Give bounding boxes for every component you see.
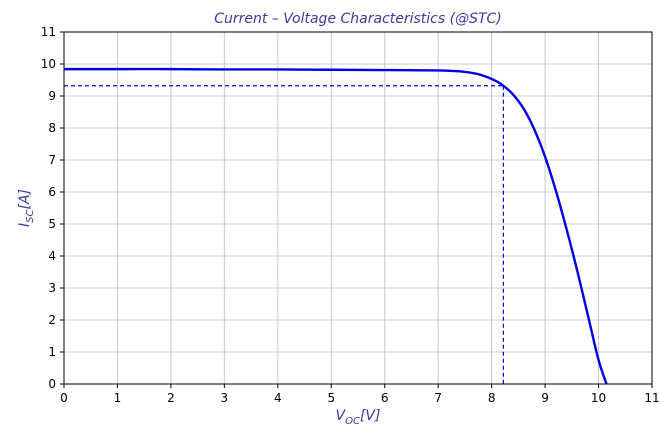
y-tick-label: 1 — [48, 345, 56, 359]
y-tick-label: 11 — [41, 25, 56, 39]
x-tick-label: 7 — [434, 391, 442, 405]
series-group — [63, 67, 608, 385]
y-tick-label: 5 — [48, 217, 56, 231]
chart-title: Current – Voltage Characteristics (@STC) — [214, 11, 502, 27]
x-tick-label: 0 — [60, 391, 68, 405]
x-tick-label: 4 — [274, 391, 282, 405]
x-tick-label: 2 — [167, 391, 175, 405]
y-axis-ticks: 0 1 2 3 4 5 6 7 8 9 10 11 — [41, 25, 64, 391]
x-tick-label: 5 — [327, 391, 335, 405]
grid-lines — [63, 31, 653, 385]
mpp-guide-lines — [64, 85, 504, 384]
x-tick-label: 9 — [541, 391, 549, 405]
y-tick-label: 4 — [48, 249, 56, 263]
y-tick-label: 6 — [48, 185, 56, 199]
x-tick-label: 3 — [221, 391, 229, 405]
x-axis-ticks: 0 1 2 3 4 5 6 7 8 9 10 11 — [60, 384, 659, 405]
plot-frame — [63, 31, 653, 385]
y-axis-label: ISC[A] — [17, 189, 36, 227]
y-tick-label: 2 — [48, 313, 56, 327]
x-tick-label: 8 — [488, 391, 496, 405]
y-tick-label: 7 — [48, 153, 56, 167]
x-tick-label: 6 — [381, 391, 389, 405]
y-tick-label: 8 — [48, 121, 56, 135]
x-axis-label: VOC[V] — [336, 408, 381, 427]
x-tick-label: 11 — [644, 391, 659, 405]
x-tick-label: 10 — [591, 391, 606, 405]
x-tick-label: 1 — [114, 391, 122, 405]
y-tick-label: 10 — [41, 57, 56, 71]
y-tick-label: 9 — [48, 89, 56, 103]
iv-curve-line — [63, 67, 608, 385]
y-tick-label: 0 — [48, 377, 56, 391]
y-tick-label: 3 — [48, 281, 56, 295]
